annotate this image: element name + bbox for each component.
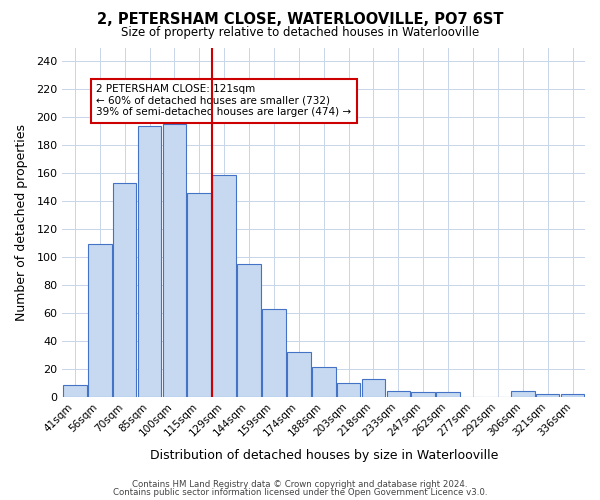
Bar — [138, 126, 161, 396]
Bar — [362, 378, 385, 396]
Bar — [436, 392, 460, 396]
Text: 2, PETERSHAM CLOSE, WATERLOOVILLE, PO7 6ST: 2, PETERSHAM CLOSE, WATERLOOVILLE, PO7 6… — [97, 12, 503, 28]
Bar — [212, 174, 236, 396]
Bar — [536, 394, 559, 396]
Bar — [511, 391, 535, 396]
Y-axis label: Number of detached properties: Number of detached properties — [15, 124, 28, 320]
Text: Size of property relative to detached houses in Waterlooville: Size of property relative to detached ho… — [121, 26, 479, 39]
Bar — [561, 394, 584, 396]
Bar — [187, 193, 211, 396]
Bar — [237, 264, 261, 396]
Bar — [163, 124, 186, 396]
X-axis label: Distribution of detached houses by size in Waterlooville: Distribution of detached houses by size … — [149, 450, 498, 462]
Text: Contains HM Land Registry data © Crown copyright and database right 2024.: Contains HM Land Registry data © Crown c… — [132, 480, 468, 489]
Bar — [386, 391, 410, 396]
Bar — [337, 382, 361, 396]
Text: Contains public sector information licensed under the Open Government Licence v3: Contains public sector information licen… — [113, 488, 487, 497]
Text: 2 PETERSHAM CLOSE: 121sqm
← 60% of detached houses are smaller (732)
39% of semi: 2 PETERSHAM CLOSE: 121sqm ← 60% of detac… — [97, 84, 352, 117]
Bar — [113, 183, 136, 396]
Bar — [412, 392, 435, 396]
Bar — [63, 386, 87, 396]
Bar — [88, 244, 112, 396]
Bar — [312, 368, 335, 396]
Bar — [287, 352, 311, 397]
Bar — [262, 308, 286, 396]
